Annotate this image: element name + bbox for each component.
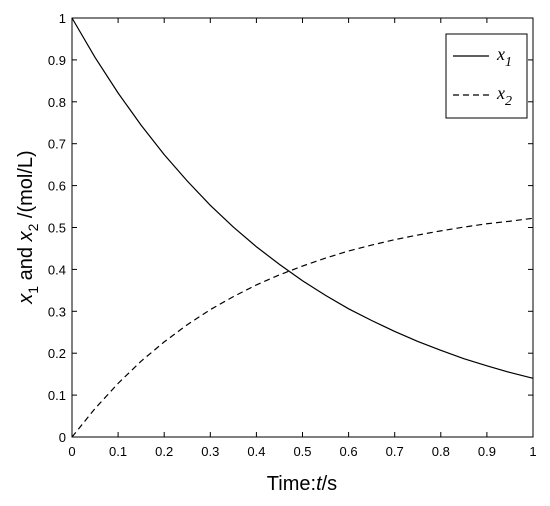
y-tick-label: 0.9	[48, 53, 66, 68]
legend-label-x2-sub: 2	[505, 94, 512, 109]
y-tick-label: 0.1	[48, 388, 66, 403]
legend-label-x2-var: x	[496, 83, 505, 103]
x-tick-label: 1	[529, 444, 536, 459]
x-tick-label: 0.9	[478, 444, 496, 459]
legend-box	[445, 33, 528, 119]
y-tick-label: 0.3	[48, 304, 66, 319]
x-tick-label: 0.2	[155, 444, 173, 459]
y-axis-label: x1 and x2 /(mol/L)	[15, 150, 41, 304]
y-tick-label: 0.4	[48, 262, 66, 277]
y-axis-label-sub1: 1	[25, 286, 41, 294]
series-line-x1	[71, 17, 534, 379]
y-tick-label: 1	[59, 11, 66, 26]
legend-label-x1-var: x	[496, 44, 505, 64]
y-axis-label-unit: /(mol/L)	[15, 150, 37, 223]
y-axis-label-and: and	[15, 241, 37, 285]
x-tick-label: 0.7	[386, 444, 404, 459]
legend-label-x1-sub: 1	[505, 55, 512, 70]
legend-label-x1: x1	[496, 44, 512, 70]
y-tick-label: 0.6	[48, 179, 66, 194]
x-axis-label-var: t	[316, 473, 323, 495]
x-tick-label: 0.1	[109, 444, 127, 459]
y-tick-label: 0.8	[48, 95, 66, 110]
series-group	[71, 17, 534, 438]
x-tick-label: 0.5	[293, 444, 311, 459]
x-axis-label: Time:t/s	[267, 473, 337, 495]
x-tick-label: 0.6	[340, 444, 358, 459]
series-line-x2	[71, 217, 534, 438]
axis-ticks: 0 0.1 0.2 0.3 0.4 0.5 0.6 0.7 0.8 0.9 1 0 0.1 0.2 0.3 0…	[48, 11, 537, 459]
y-tick-label: 0.7	[48, 137, 66, 152]
x-tick-label: 0.4	[247, 444, 265, 459]
x-tick-label: 0.8	[432, 444, 450, 459]
y-tick-label: 0.5	[48, 221, 66, 236]
y-tick-label: 0	[59, 430, 66, 445]
x-axis-label-prefix: Time:	[267, 473, 316, 495]
legend-label-x2: x2	[496, 83, 512, 109]
y-axis-label-sub2: 2	[25, 223, 41, 231]
legend: x1 x2	[445, 33, 528, 119]
x-axis-label-unit: /s	[322, 473, 338, 495]
x-tick-label: 0	[68, 444, 75, 459]
y-axis-label-var2: x	[15, 230, 37, 242]
y-axis-label-var1: x	[15, 293, 37, 305]
x-tick-label: 0.3	[201, 444, 219, 459]
y-tick-label: 0.2	[48, 346, 66, 361]
